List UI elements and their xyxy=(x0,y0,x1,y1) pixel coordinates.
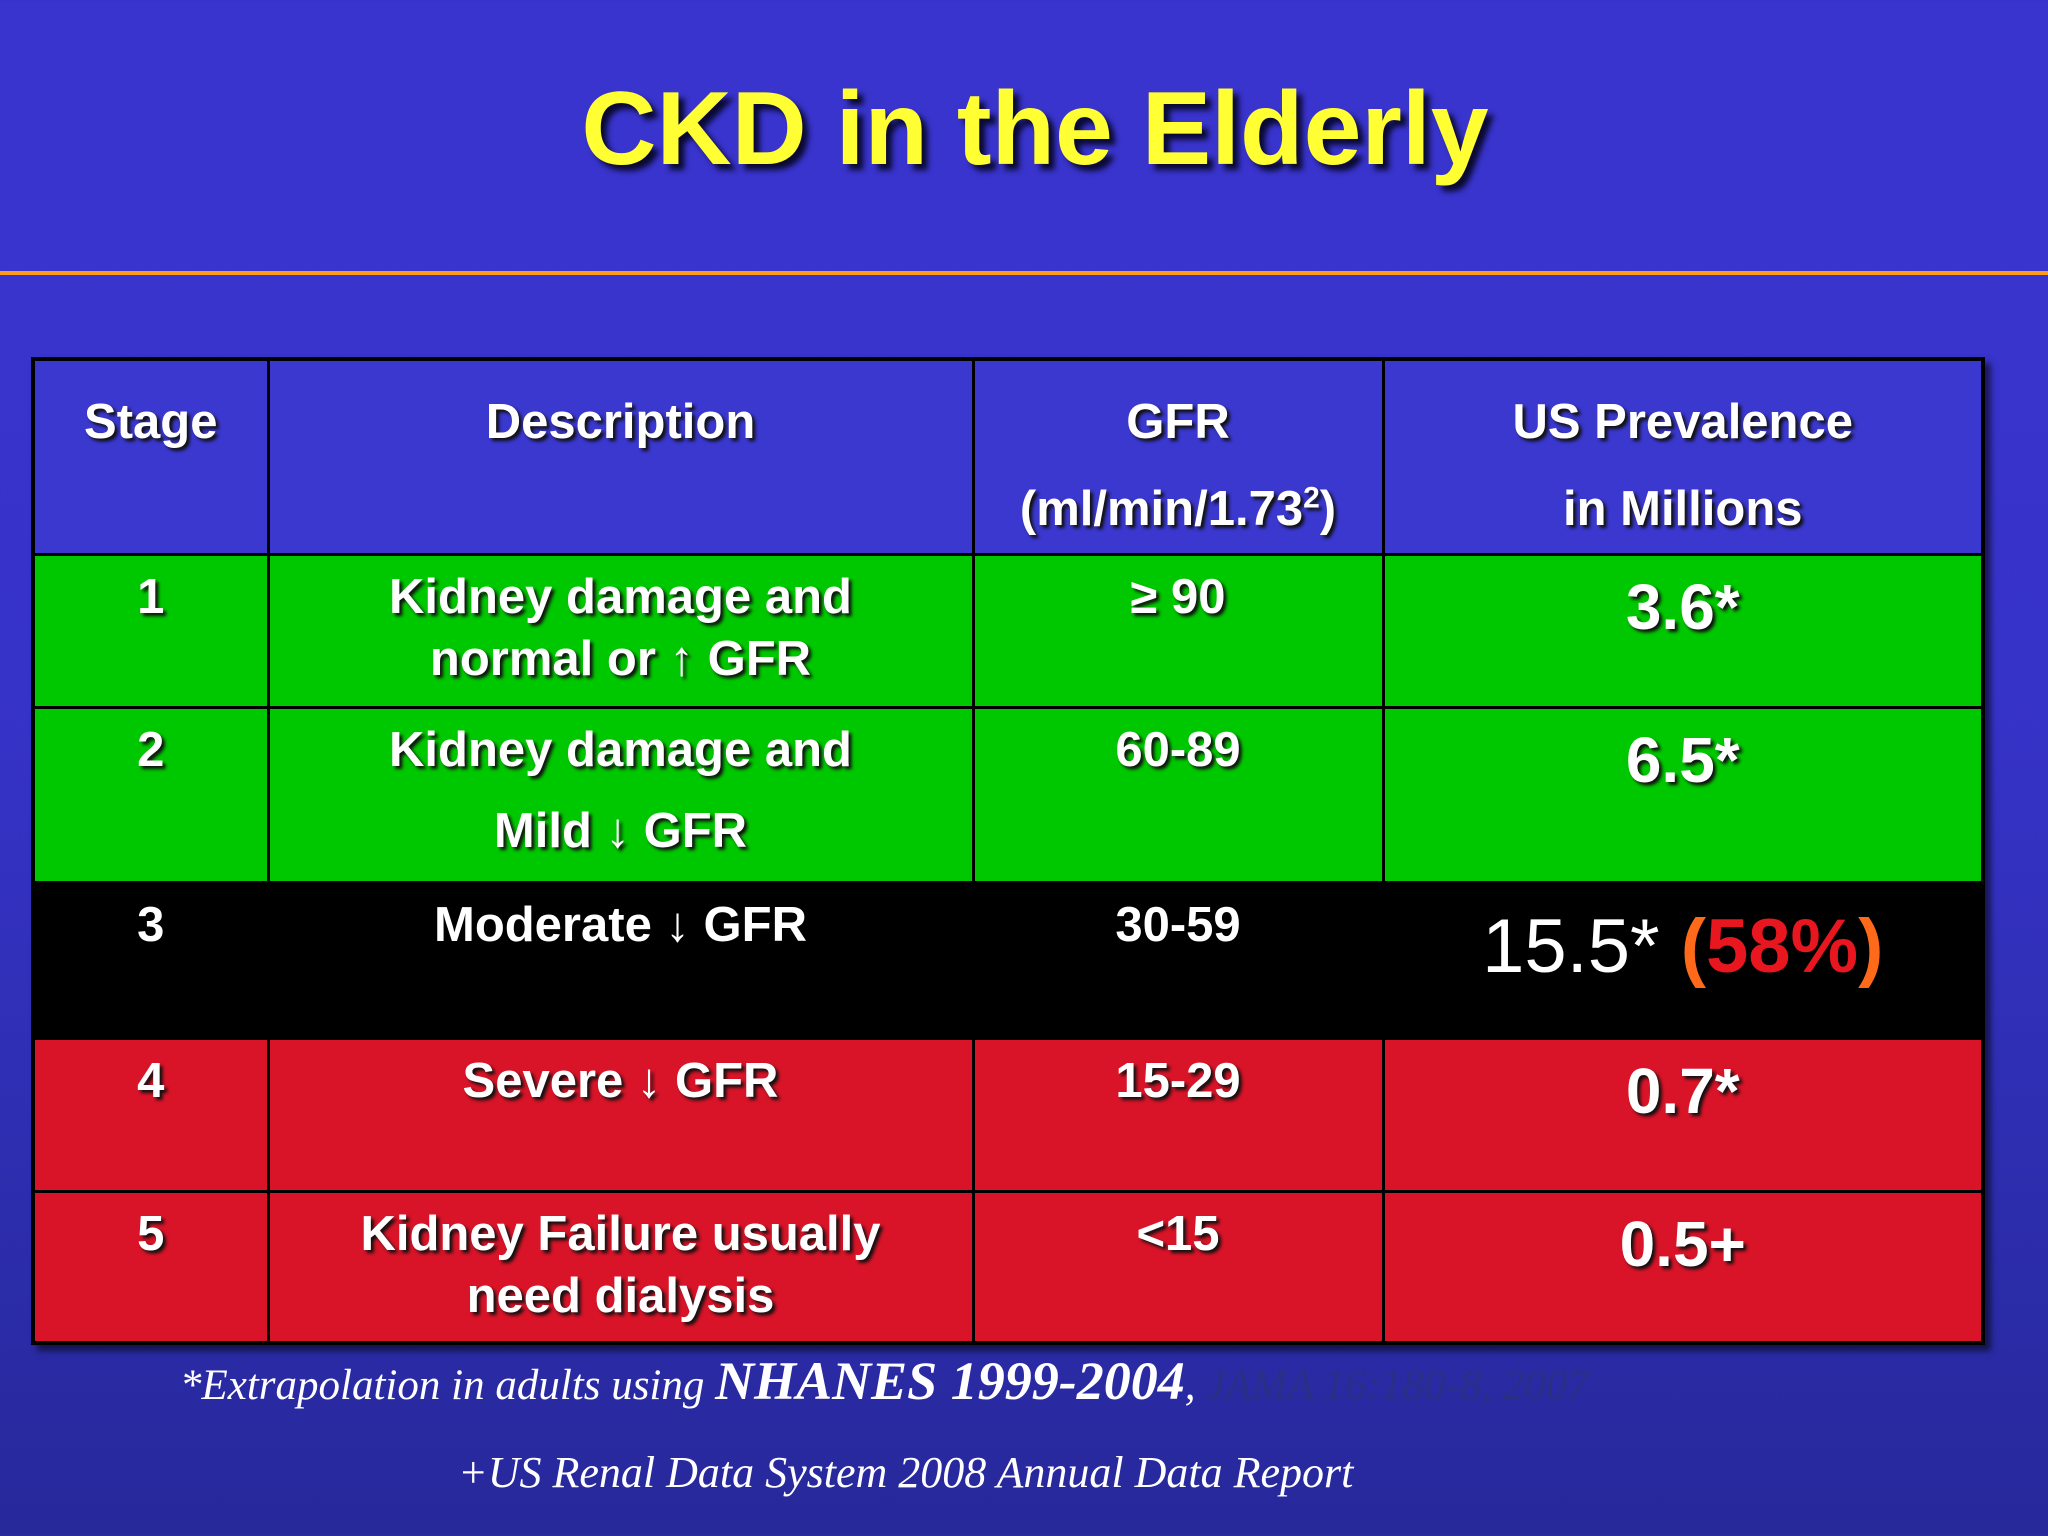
header-prevalence-line2: in Millions xyxy=(1562,482,1803,536)
description-line: Kidney damage and xyxy=(389,570,852,624)
title-divider xyxy=(0,271,2048,275)
table-header-row: Stage Description GFR (ml/min/1.732) US … xyxy=(31,357,1985,556)
gfr-cell: 30-59 xyxy=(971,881,1385,1040)
prevalence-value: 15.5* xyxy=(1482,904,1660,989)
gfr-cell: ≥ 90 xyxy=(971,553,1385,709)
description-cell: Kidney damage and normal or ↑ GFR xyxy=(266,553,975,709)
header-gfr-units-superscript: 2 xyxy=(1303,481,1320,515)
header-prevalence: US Prevalence in Millions xyxy=(1381,357,1985,556)
footnote-journal: JAMA 16:180-8, 2007 xyxy=(1206,1362,1589,1409)
prevalence-cell: 3.6* xyxy=(1381,553,1985,709)
description-cell: Kidney Failure usually need dialysis xyxy=(266,1190,975,1344)
table-row-stage-5: 5 Kidney Failure usually need dialysis <… xyxy=(31,1190,1985,1344)
prevalence-cell: 0.7* xyxy=(1381,1037,1985,1193)
footnote-separator: , xyxy=(1184,1362,1207,1409)
description-line: Kidney Failure usually xyxy=(360,1207,881,1261)
prevalence-value: 0.5+ xyxy=(1619,1208,1746,1280)
description-cell: Moderate ↓ GFR xyxy=(266,881,975,1040)
header-prevalence-line1: US Prevalence xyxy=(1512,395,1854,449)
stage-cell: 2 xyxy=(31,706,270,884)
ckd-stage-table: Stage Description GFR (ml/min/1.732) US … xyxy=(31,357,1985,1345)
table-row-stage-2: 2 Kidney damage and Mild ↓ GFR 60-89 6.5… xyxy=(31,706,1985,884)
footnote-nhanes: *Extrapolation in adults using NHANES 19… xyxy=(180,1350,2040,1412)
gfr-cell: 60-89 xyxy=(971,706,1385,884)
prevalence-cell: 6.5* xyxy=(1381,706,1985,884)
table-row-stage-4: 4 Severe ↓ GFR 15-29 0.7* xyxy=(31,1037,1985,1193)
footnote-usrds: +US Renal Data System 2008 Annual Data R… xyxy=(458,1448,1354,1497)
footnote-text: *Extrapolation in adults using xyxy=(180,1362,716,1409)
percent-paren-open: ( xyxy=(1680,904,1706,989)
stage-cell: 1 xyxy=(31,553,270,709)
percent-value: 58% xyxy=(1706,904,1859,989)
prevalence-cell: 0.5+ xyxy=(1381,1190,1985,1344)
table-row-stage-3: 3 Moderate ↓ GFR 30-59 15.5* (58%) xyxy=(31,881,1985,1040)
stage-cell: 3 xyxy=(31,881,270,1040)
header-gfr-units-close: ) xyxy=(1319,482,1337,536)
description-cell: Severe ↓ GFR xyxy=(266,1037,975,1193)
table-row-stage-1: 1 Kidney damage and normal or ↑ GFR ≥ 90… xyxy=(31,553,1985,709)
percent-paren-close: ) xyxy=(1858,904,1884,989)
description-line: need dialysis xyxy=(466,1269,775,1323)
description-line: Mild ↓ GFR xyxy=(493,804,748,858)
prevalence-value-highlight: 15.5* (58%) xyxy=(1391,894,1976,992)
header-description: Description xyxy=(266,357,975,556)
header-gfr-units-text: (ml/min/1.73 xyxy=(1019,482,1304,536)
header-gfr-line1: GFR xyxy=(1126,395,1230,449)
header-gfr: GFR (ml/min/1.732) xyxy=(971,357,1385,556)
prevalence-value: 6.5* xyxy=(1625,724,1740,796)
description-line: Kidney damage and xyxy=(389,723,852,777)
stage-cell: 5 xyxy=(31,1190,270,1344)
gfr-cell: 15-29 xyxy=(971,1037,1385,1193)
header-gfr-units: (ml/min/1.732) xyxy=(981,466,1376,553)
header-stage: Stage xyxy=(31,357,270,556)
gfr-cell: <15 xyxy=(971,1190,1385,1344)
prevalence-value: 0.7* xyxy=(1625,1055,1740,1127)
description-cell: Kidney damage and Mild ↓ GFR xyxy=(266,706,975,884)
prevalence-cell: 15.5* (58%) xyxy=(1381,881,1985,1040)
stage-cell: 4 xyxy=(31,1037,270,1193)
description-line: normal or ↑ GFR xyxy=(429,632,812,686)
footnote-source: NHANES 1999-2004 xyxy=(715,1351,1185,1411)
slide-title: CKD in the Elderly xyxy=(581,71,1489,187)
prevalence-value: 3.6* xyxy=(1625,571,1740,643)
